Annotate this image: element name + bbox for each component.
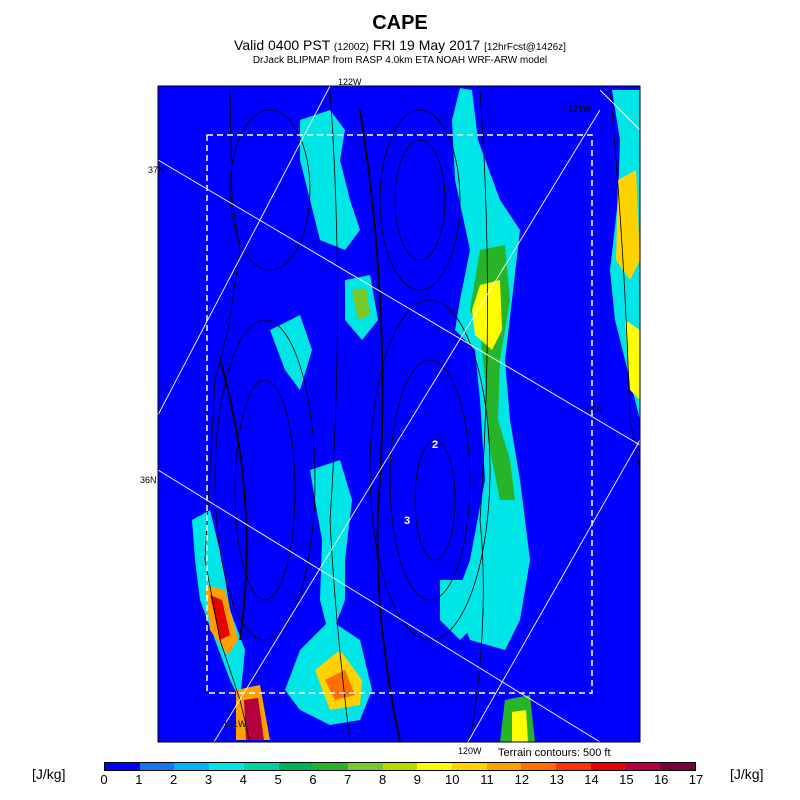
colorbar-swatch bbox=[417, 763, 452, 770]
colorbar-swatch bbox=[140, 763, 175, 770]
lon-label-121w-top: 121W bbox=[568, 104, 592, 114]
colorbar-tick-label: 4 bbox=[233, 772, 253, 787]
lat-label-37n-right: 37N bbox=[586, 405, 603, 415]
colorbar-tick-label: 6 bbox=[303, 772, 323, 787]
colorbar-swatch bbox=[174, 763, 209, 770]
colorbar-unit-left: [J/kg] bbox=[32, 766, 65, 782]
colorbar-tick-label: 10 bbox=[442, 772, 462, 787]
colorbar-tick-label: 15 bbox=[616, 772, 636, 787]
colorbar bbox=[104, 762, 696, 771]
cape-zone-south-east-core bbox=[512, 710, 528, 742]
colorbar-tick-label: 12 bbox=[512, 772, 532, 787]
colorbar-tick-label: 7 bbox=[338, 772, 358, 787]
contour-label-2: 2 bbox=[432, 439, 438, 451]
colorbar-swatch bbox=[244, 763, 279, 770]
colorbar-tick-label: 9 bbox=[407, 772, 427, 787]
colorbar-swatch bbox=[383, 763, 418, 770]
colorbar-swatch bbox=[105, 763, 140, 770]
colorbar-swatch bbox=[313, 763, 348, 770]
colorbar-tick-label: 1 bbox=[129, 772, 149, 787]
colorbar-unit-right: [J/kg] bbox=[730, 766, 763, 782]
contour-label-3: 3 bbox=[404, 515, 410, 527]
colorbar-swatch bbox=[521, 763, 556, 770]
colorbar-tick-label: 13 bbox=[547, 772, 567, 787]
colorbar-swatch bbox=[487, 763, 522, 770]
colorbar-tick-label: 14 bbox=[582, 772, 602, 787]
colorbar-swatch bbox=[626, 763, 661, 770]
lat-label-37n-left: 37N bbox=[148, 165, 165, 175]
colorbar-tick-label: 0 bbox=[94, 772, 114, 787]
colorbar-tick-label: 17 bbox=[686, 772, 706, 787]
lon-label-120w-bottom: 120W bbox=[458, 746, 482, 756]
terrain-contour-note: Terrain contours: 500 ft bbox=[498, 747, 611, 759]
lon-label-122w-top: 122W bbox=[338, 77, 362, 87]
colorbar-swatch bbox=[591, 763, 626, 770]
colorbar-tick-label: 3 bbox=[198, 772, 218, 787]
lon-label-121w-bottom: 121W bbox=[223, 719, 247, 729]
colorbar-swatch bbox=[452, 763, 487, 770]
colorbar-tick-label: 16 bbox=[651, 772, 671, 787]
colorbar-swatch bbox=[209, 763, 244, 770]
colorbar-swatch bbox=[279, 763, 314, 770]
cape-zone-far-east-high bbox=[616, 170, 640, 280]
colorbar-tick-label: 2 bbox=[164, 772, 184, 787]
colorbar-swatch bbox=[660, 763, 695, 770]
colorbar-tick-label: 5 bbox=[268, 772, 288, 787]
colorbar-tick-label: 11 bbox=[477, 772, 497, 787]
colorbar-swatch bbox=[556, 763, 591, 770]
lat-label-36n-left: 36N bbox=[140, 475, 157, 485]
colorbar-swatch bbox=[348, 763, 383, 770]
colorbar-tick-label: 8 bbox=[373, 772, 393, 787]
